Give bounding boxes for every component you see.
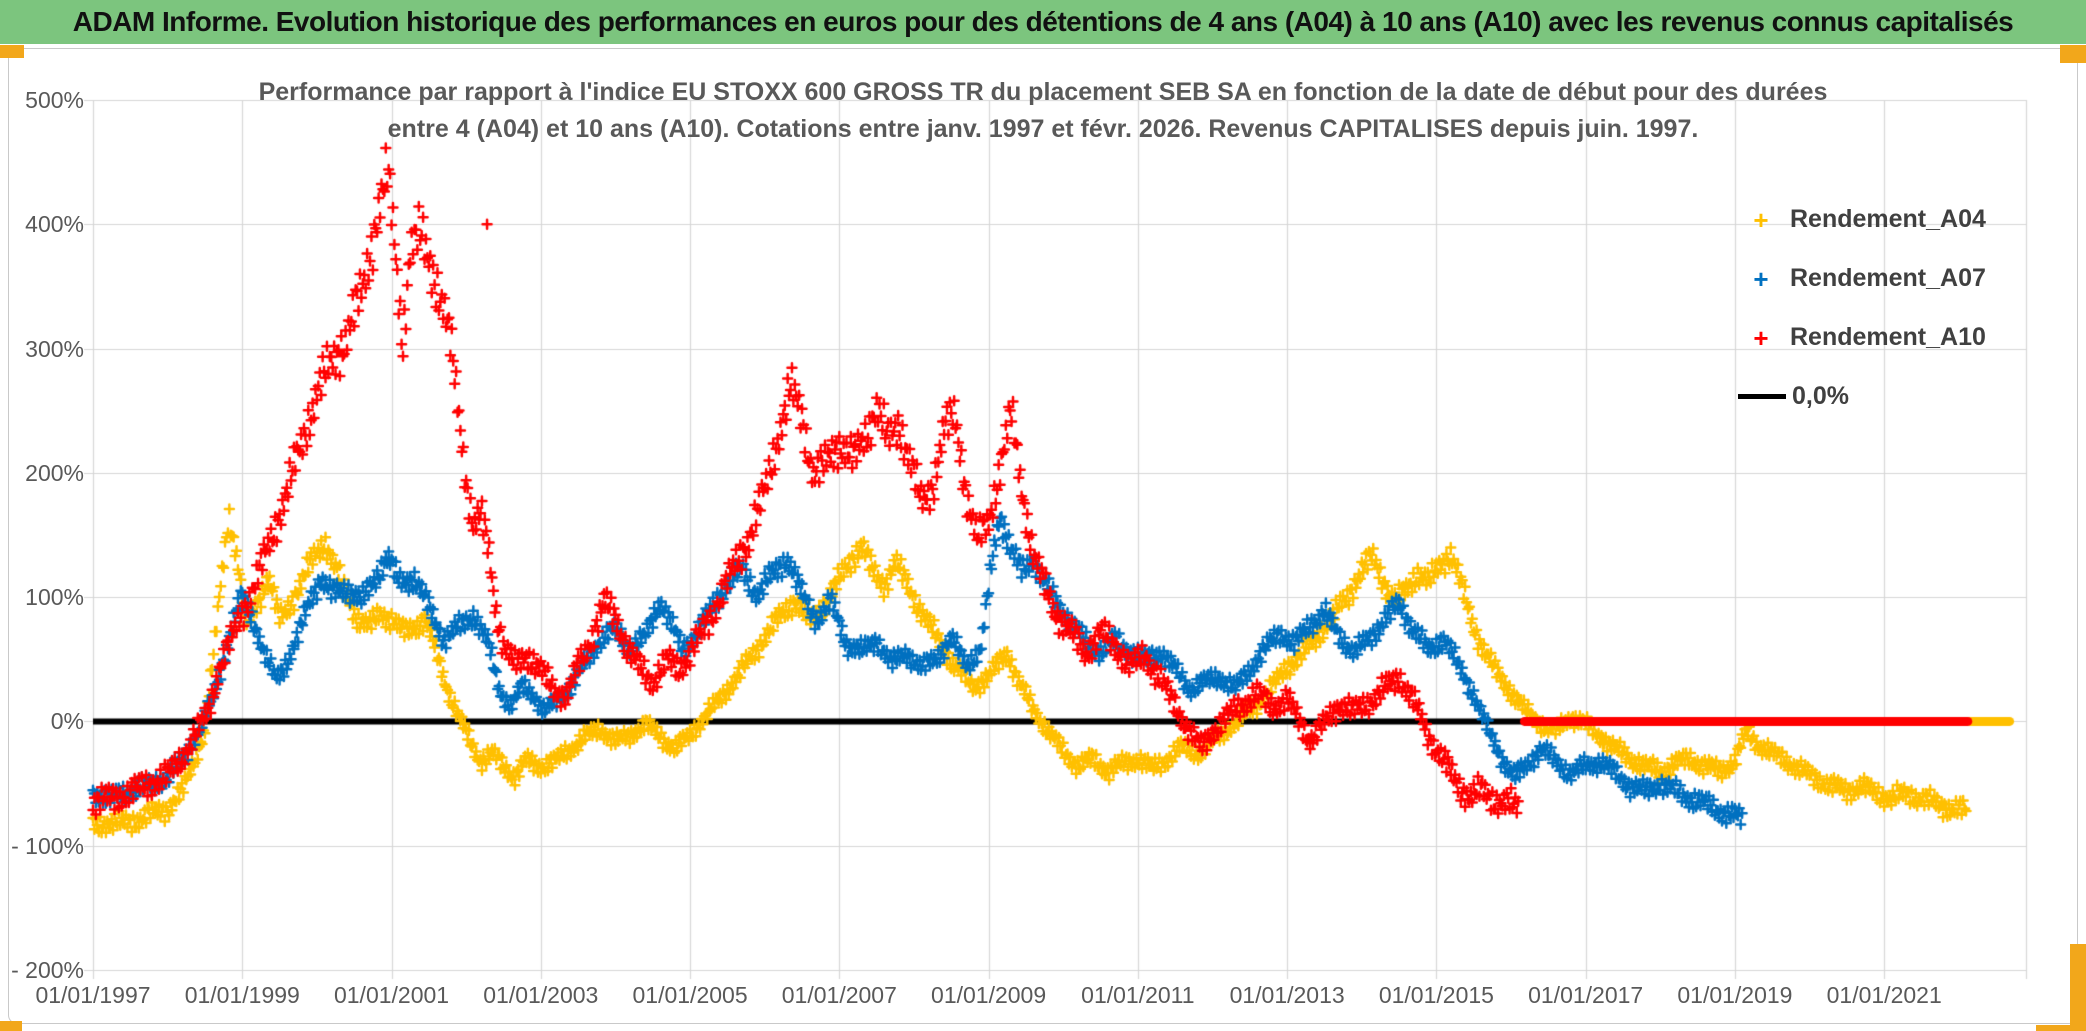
- x-axis-label: 01/01/1999: [184, 982, 300, 1008]
- chart-subtitle-line1: Performance par rapport à l'indice EU ST…: [258, 78, 1828, 106]
- x-axis-label: 01/01/2007: [781, 982, 897, 1008]
- plus-marker-icon: +: [1753, 204, 1769, 235]
- x-axis-label: 01/01/2003: [483, 982, 599, 1008]
- x-axis-label: 01/01/2015: [1378, 982, 1494, 1008]
- legend-item-a04: + Rendement_A04: [1738, 190, 1986, 249]
- x-axis-label: 01/01/2005: [632, 982, 748, 1008]
- title-banner: ADAM Informe. Evolution historique des p…: [0, 0, 2086, 44]
- x-axis-label: 01/01/2017: [1528, 982, 1644, 1008]
- corner-accent-top-right: [2060, 45, 2086, 63]
- y-axis-label: 300%: [25, 335, 84, 362]
- legend-item-a10: + Rendement_A10: [1738, 308, 1986, 367]
- y-axis-label: 500%: [25, 87, 84, 113]
- x-axis-label: 01/01/1997: [35, 982, 151, 1008]
- y-axis-label: - 200%: [11, 957, 84, 983]
- corner-accent-bottom-left: [0, 1021, 22, 1031]
- y-axis-label: 0%: [50, 708, 84, 735]
- x-axis-label: 01/01/2019: [1677, 982, 1793, 1008]
- y-axis-label: 400%: [25, 211, 84, 238]
- legend-label: Rendement_A04: [1790, 205, 1986, 233]
- y-axis-label: 200%: [25, 459, 84, 486]
- legend-item-zero: 0,0%: [1738, 367, 1986, 426]
- page-title: ADAM Informe. Evolution historique des p…: [72, 6, 2014, 37]
- plus-marker-icon: +: [1753, 263, 1769, 294]
- x-axis-label: 01/01/2009: [931, 982, 1047, 1008]
- y-axis-label: 100%: [25, 584, 84, 611]
- corner-accent-bottom-edge: [2036, 1025, 2086, 1031]
- chart-legend: + Rendement_A04 + Rendement_A07 + Rendem…: [1738, 190, 1986, 426]
- chart-subtitle: Performance par rapport à l'indice EU ST…: [168, 74, 1918, 148]
- legend-item-a07: + Rendement_A07: [1738, 249, 1986, 308]
- legend-label: Rendement_A07: [1790, 264, 1986, 292]
- x-axis-label: 01/01/2021: [1826, 982, 1942, 1008]
- x-axis-label: 01/01/2011: [1081, 982, 1195, 1008]
- corner-accent-top-left: [0, 45, 24, 58]
- plus-marker-icon: +: [1753, 322, 1769, 353]
- legend-label: Rendement_A10: [1790, 323, 1986, 351]
- chart-subtitle-line2: entre 4 (A04) et 10 ans (A10). Cotations…: [387, 115, 1699, 143]
- x-axis-label: 01/01/2001: [333, 982, 450, 1008]
- x-axis-label: 01/01/2013: [1229, 982, 1345, 1008]
- corner-accent-bottom-right: [2070, 944, 2086, 1031]
- zero-line-icon: [1738, 394, 1786, 399]
- legend-label: 0,0%: [1792, 382, 1849, 410]
- y-axis-label: - 100%: [11, 832, 84, 859]
